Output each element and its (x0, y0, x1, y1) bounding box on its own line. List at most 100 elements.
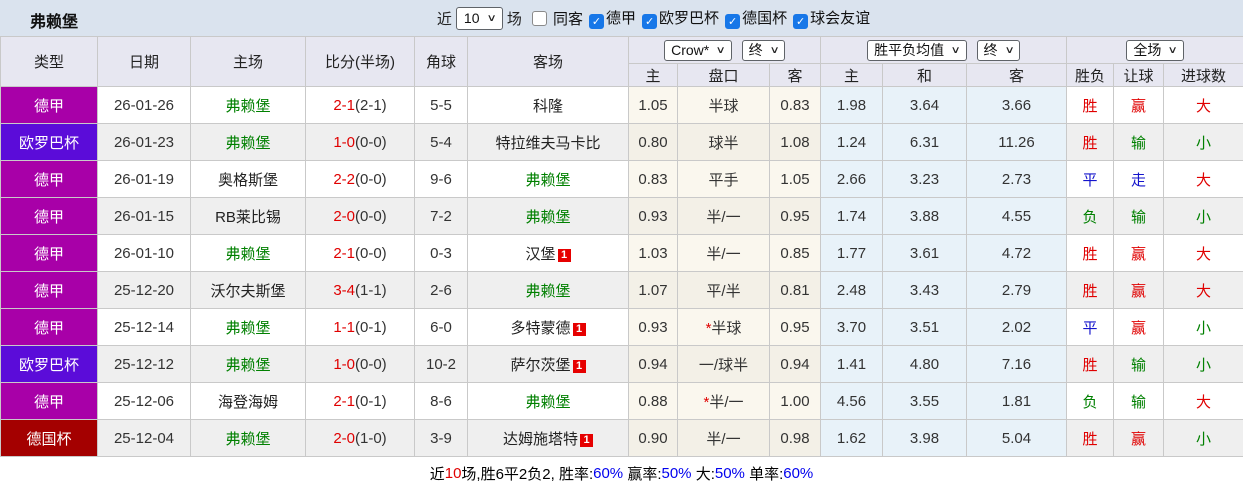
league-filter-item[interactable]: ✓ 德甲 (589, 10, 636, 29)
handicap-line: 半/一 (677, 234, 770, 272)
home-team-link[interactable]: RB莱比锡 (190, 197, 306, 235)
avg-draw: 3.98 (882, 419, 967, 457)
avg-draw: 6.31 (882, 123, 967, 161)
away-team-link[interactable]: 达姆施塔特 1 (467, 419, 629, 457)
col-header-date: 日期 (97, 36, 191, 87)
summary-segment: 近 (429, 466, 445, 483)
match-row: 德甲 26-01-26 弗赖堡 2-1(2-1) 5-5 科隆 1.05 半球 … (0, 86, 1243, 124)
home-team-link[interactable]: 弗赖堡 (190, 419, 306, 457)
checkbox-checked-icon[interactable]: ✓ (725, 14, 741, 29)
away-team-link[interactable]: 弗赖堡 (467, 160, 629, 198)
away-team-link[interactable]: 弗赖堡 (467, 271, 629, 309)
filter-bar: 近 10 ∨ 场 同客 ✓ 德甲 ✓ 欧罗巴杯 ✓ 德国杯 ✓ 球会友谊 (433, 6, 870, 30)
away-team-link[interactable]: 汉堡 1 (467, 234, 629, 272)
corner-count: 5-4 (414, 123, 468, 161)
result-wdl: 胜 (1066, 271, 1114, 309)
avg-draw: 3.88 (882, 197, 967, 235)
away-team-link[interactable]: 萨尔茨堡 1 (467, 345, 629, 383)
league-badge: 德甲 (0, 86, 98, 124)
odds-away: 0.81 (769, 271, 821, 309)
handicap-line: 平手 (677, 160, 770, 198)
home-team-link[interactable]: 弗赖堡 (190, 234, 306, 272)
summary-segment: 60% (593, 465, 624, 482)
score-cell: 1-0(0-0) (305, 345, 415, 383)
result-handicap: 走 (1113, 160, 1164, 198)
handicap-star: * (703, 393, 710, 411)
avg-away: 2.79 (966, 271, 1067, 309)
result-goals: 大 (1162, 160, 1243, 198)
result-goals: 小 (1162, 345, 1243, 383)
summary-segment: 50% (661, 465, 692, 482)
chevron-down-icon: ∨ (950, 44, 961, 56)
league-filter-item[interactable]: ✓ 欧罗巴杯 (642, 10, 720, 29)
match-table-body: 德甲 26-01-26 弗赖堡 2-1(2-1) 5-5 科隆 1.05 半球 … (0, 86, 1243, 457)
home-team-link[interactable]: 奥格斯堡 (190, 160, 306, 198)
avg-home: 4.56 (820, 382, 883, 420)
summary-segment: 大: (691, 466, 715, 483)
result-wdl: 胜 (1066, 419, 1114, 457)
avg-home: 1.77 (820, 234, 883, 272)
checkbox-checked-icon[interactable]: ✓ (793, 14, 809, 29)
match-row: 德甲 26-01-19 奥格斯堡 2-2(0-0) 9-6 弗赖堡 0.83 平… (0, 160, 1243, 198)
subheader-handicap: 盘口 (677, 63, 770, 87)
match-count-select[interactable]: 10 ∨ (455, 6, 503, 30)
avg-home: 1.62 (820, 419, 883, 457)
away-team-link[interactable]: 科隆 (467, 86, 629, 124)
score-cell: 2-1(0-0) (305, 234, 415, 272)
result-handicap: 赢 (1113, 271, 1164, 309)
avg-home: 1.41 (820, 345, 883, 383)
result-goals: 小 (1162, 197, 1243, 235)
result-wdl: 平 (1066, 160, 1114, 198)
scope-select[interactable]: 全场 ∨ (1126, 39, 1184, 61)
home-team-link[interactable]: 沃尔夫斯堡 (190, 271, 306, 309)
checkbox-checked-icon[interactable]: ✓ (589, 14, 605, 29)
home-team-link[interactable]: 弗赖堡 (190, 86, 306, 124)
away-team-link[interactable]: 弗赖堡 (467, 382, 629, 420)
result-wdl: 平 (1066, 308, 1114, 346)
away-team-link[interactable]: 特拉维夫马卡比 (467, 123, 629, 161)
score-cell: 2-2(0-0) (305, 160, 415, 198)
avg-type-select[interactable]: 胜平负均值 ∨ (867, 39, 967, 61)
away-team-link[interactable]: 弗赖堡 (467, 197, 629, 235)
match-row: 德国杯 25-12-04 弗赖堡 2-0(1-0) 3-9 达姆施塔特 1 0.9… (0, 419, 1243, 457)
checkbox-unchecked-icon[interactable] (531, 10, 547, 26)
subheader-odds-home: 主 (628, 63, 678, 87)
avg-draw: 3.64 (882, 86, 967, 124)
league-filter-item[interactable]: ✓ 德国杯 (725, 10, 787, 29)
home-team-link[interactable]: 弗赖堡 (190, 308, 306, 346)
score-cell: 2-1(0-1) (305, 382, 415, 420)
same-away-filter[interactable]: 同客 (531, 8, 583, 29)
result-goals: 大 (1162, 382, 1243, 420)
scope-header-group: 全场 ∨ (1065, 36, 1243, 64)
red-card-badge: 1 (572, 322, 586, 336)
checkbox-checked-icon[interactable]: ✓ (642, 14, 658, 29)
home-team-link[interactable]: 海登海姆 (190, 382, 306, 420)
handicap-line: *半/一 (677, 382, 770, 420)
away-team-link[interactable]: 多特蒙德 1 (467, 308, 629, 346)
avg-draw: 4.80 (882, 345, 967, 383)
handicap-line: 球半 (677, 123, 770, 161)
avg-away: 3.66 (966, 86, 1067, 124)
avg-time-select[interactable]: 终 ∨ (976, 39, 1020, 61)
col-header-score: 比分(半场) (305, 36, 415, 87)
home-team-link[interactable]: 弗赖堡 (190, 123, 306, 161)
result-goals: 小 (1162, 419, 1243, 457)
result-wdl: 胜 (1066, 123, 1114, 161)
result-handicap: 输 (1113, 345, 1164, 383)
odds-time-select[interactable]: 终 ∨ (741, 39, 785, 61)
odds-company-select[interactable]: Crow* ∨ (664, 39, 732, 61)
home-team-link[interactable]: 弗赖堡 (190, 345, 306, 383)
result-handicap: 输 (1113, 197, 1164, 235)
league-filter-label: 欧罗巴杯 (659, 10, 720, 27)
summary-segment: 赢率: (623, 466, 662, 483)
subheader-result: 胜负 (1066, 63, 1114, 87)
match-date: 25-12-06 (97, 382, 191, 420)
handicap-line: 半/一 (677, 419, 770, 457)
avg-header-group: 胜平负均值 ∨ 终 ∨ (820, 36, 1067, 64)
league-filter-item[interactable]: ✓ 球会友谊 (793, 10, 870, 29)
league-filters: ✓ 德甲 ✓ 欧罗巴杯 ✓ 德国杯 ✓ 球会友谊 (583, 7, 870, 29)
score-cell: 1-0(0-0) (305, 123, 415, 161)
chevron-down-icon: ∨ (486, 12, 497, 24)
red-card-badge: 1 (572, 359, 586, 373)
odds-away: 1.08 (769, 123, 821, 161)
